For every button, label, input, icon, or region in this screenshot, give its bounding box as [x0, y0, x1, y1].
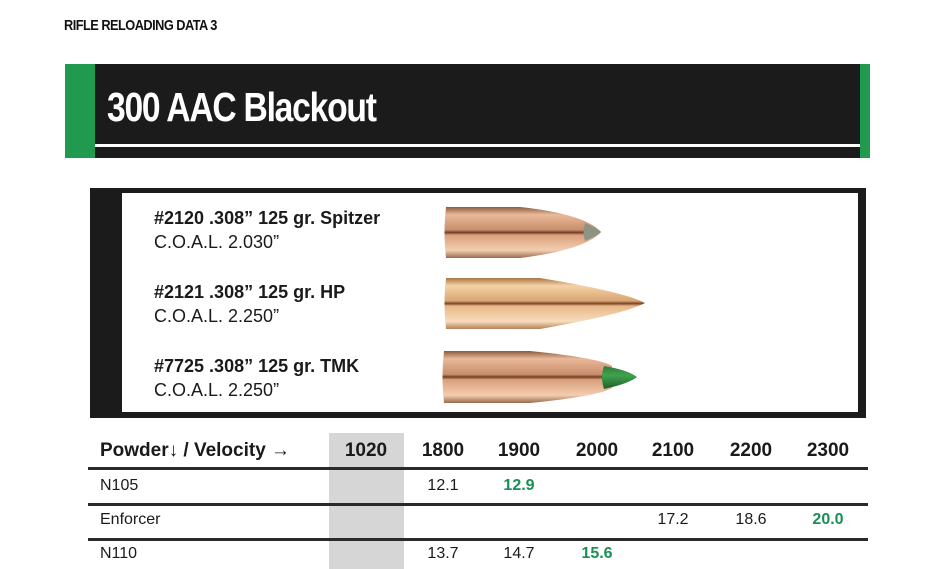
bullet-name: #7725 .308” 125 gr. TMK — [154, 356, 360, 376]
velocity-header: 2100 — [651, 440, 695, 461]
load-value: 17.2 — [657, 511, 689, 528]
bullet-coal: C.O.A.L. 2.030” — [154, 232, 280, 252]
max-load-value: 15.6 — [581, 545, 613, 562]
page-title: 300 AAC Blackout — [107, 84, 377, 130]
powder-name: N110 — [100, 545, 138, 562]
powder-name: N105 — [100, 477, 139, 494]
velocity-header: 2200 — [729, 440, 773, 461]
velocity-header: 2300 — [806, 440, 850, 461]
velocity-header: 1020 — [344, 440, 388, 461]
spitzer-bullet-image — [444, 207, 601, 258]
powder-name: Enforcer — [100, 511, 161, 528]
velocity-header: 1800 — [421, 440, 465, 461]
load-value: 14.7 — [503, 545, 535, 562]
table-rule — [88, 503, 868, 506]
spitzer-tip — [583, 223, 601, 241]
tmk-bullet-image — [442, 351, 612, 403]
load-value: 13.7 — [427, 545, 459, 562]
highlight-column-1020 — [329, 433, 404, 569]
velocity-header: 1900 — [497, 440, 541, 461]
load-value: 18.6 — [735, 511, 767, 528]
bullet-name: #2120 .308” 125 gr. Spitzer — [154, 208, 381, 228]
table-rule — [88, 467, 868, 470]
banner-green-strip-left — [65, 64, 95, 158]
velocity-header: 2000 — [575, 440, 619, 461]
tmk-green-tip — [602, 366, 637, 389]
section-header: RIFLE RELOADING DATA 3 — [64, 17, 217, 34]
title-banner — [65, 64, 870, 158]
banner-divider — [95, 144, 860, 147]
load-value: 12.1 — [427, 477, 459, 494]
bullet-coal: C.O.A.L. 2.250” — [154, 380, 280, 400]
max-load-value: 12.9 — [503, 477, 535, 494]
table-header-label: Powder↓ / Velocity → — [100, 440, 291, 461]
banner-green-strip-right — [860, 64, 870, 158]
bullet-name: #2121 .308” 125 gr. HP — [154, 282, 346, 302]
table-rule — [88, 538, 868, 541]
max-load-value: 20.0 — [812, 511, 844, 528]
bullet-coal: C.O.A.L. 2.250” — [154, 306, 280, 326]
hp-bullet-image — [444, 278, 645, 329]
